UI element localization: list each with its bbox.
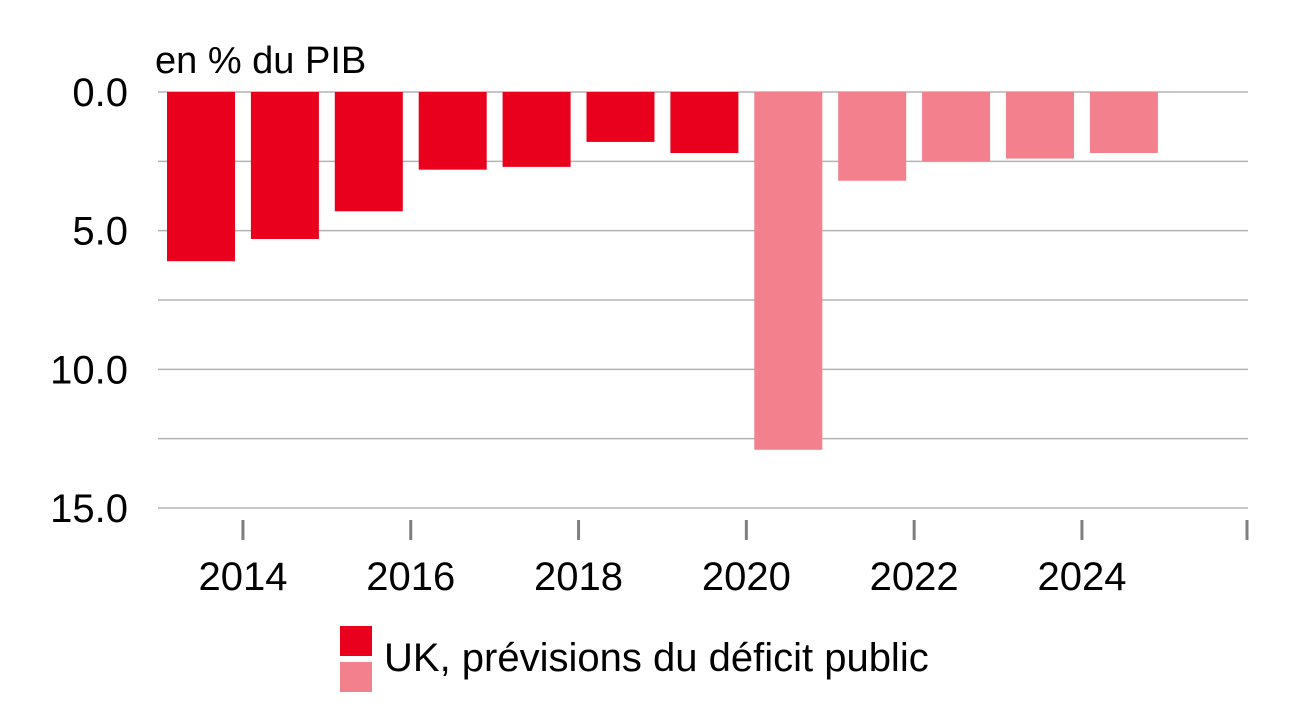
bar-actual-2018 (502, 92, 571, 167)
x-tick-label: 2024 (1037, 555, 1126, 599)
bars (167, 92, 1158, 450)
y-axis-unit-label: en % du PIB (155, 40, 367, 82)
bar-actual-2016 (334, 92, 403, 212)
x-tick-label: 2022 (870, 555, 959, 599)
bar-forecast-2025 (1089, 92, 1158, 154)
bar-actual-2014 (167, 92, 235, 262)
bar-actual-2020 (670, 92, 739, 154)
bar-actual-2015 (250, 92, 319, 239)
x-tick-label: 2020 (702, 555, 791, 599)
bar-forecast-2024 (1006, 92, 1074, 159)
x-tick-label: 2014 (198, 555, 287, 599)
x-tick-label: 2018 (534, 555, 623, 599)
bar-actual-2017 (418, 92, 487, 170)
legend-swatch-actual (340, 626, 372, 656)
x-axis: 2014 2016 2018 2020 2022 2024 (198, 520, 1249, 599)
legend-swatch-forecast (340, 662, 372, 692)
x-tick-label: 2016 (366, 555, 455, 599)
y-axis-tick-labels: 0.0 5.0 10.0 15.0 (50, 71, 128, 531)
y-tick-label: 10.0 (50, 348, 128, 392)
y-tick-label: 5.0 (72, 210, 128, 254)
y-tick-label: 0.0 (72, 71, 128, 115)
bar-forecast-2021 (754, 92, 823, 450)
legend: UK, prévisions du déficit public (340, 624, 1000, 694)
bar-forecast-2022 (838, 92, 907, 181)
legend-label: UK, prévisions du déficit public (384, 636, 929, 680)
bar-forecast-2023 (922, 92, 991, 162)
bar-actual-2019 (586, 92, 655, 142)
gridlines (158, 91, 1248, 509)
y-tick-label: 15.0 (50, 487, 128, 531)
